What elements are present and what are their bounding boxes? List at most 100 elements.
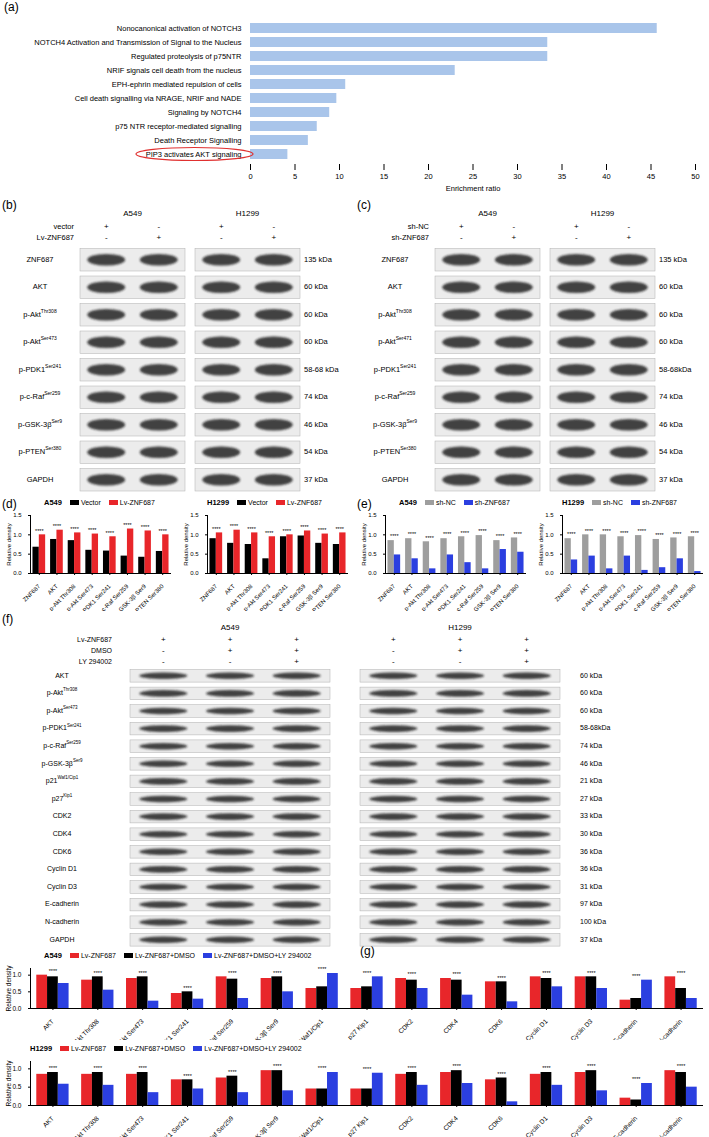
svg-text:****: **** [265, 530, 274, 536]
svg-text:Cyclin D3: Cyclin D3 [569, 1017, 595, 1040]
svg-text:AKT: AKT [224, 583, 237, 596]
svg-text:ZNF687: ZNF687 [22, 583, 42, 603]
svg-text:46 kDa: 46 kDa [580, 760, 602, 767]
svg-text:35: 35 [558, 172, 566, 181]
svg-text:+: + [294, 635, 299, 644]
svg-text:-: - [460, 233, 463, 242]
svg-text:+: + [228, 635, 233, 644]
svg-text:Regulated proteolysis of p75NT: Regulated proteolysis of p75NTR [131, 52, 242, 61]
svg-text:AKT: AKT [41, 1115, 55, 1129]
svg-text:54 kDa: 54 kDa [304, 447, 329, 456]
svg-text:****: **** [138, 970, 147, 976]
svg-text:31 kDa: 31 kDa [580, 883, 602, 890]
svg-text:****: **** [542, 970, 551, 976]
svg-text:p-Akt Ser473: p-Akt Ser473 [113, 1114, 146, 1137]
svg-text:LY 294002: LY 294002 [79, 658, 112, 665]
svg-text:-: - [575, 233, 578, 242]
svg-text:NRIF signals cell death from t: NRIF signals cell death from the nucleus [107, 66, 242, 75]
svg-text:p75 NTR receptor-mediated sign: p75 NTR receptor-mediated signalling [115, 122, 241, 131]
svg-text:Relative density: Relative density [6, 523, 12, 565]
svg-text:p-PTEN Ser380: p-PTEN Ser380 [131, 583, 166, 611]
svg-text:+: + [161, 635, 166, 644]
svg-text:PIP3 activates AKT signaling: PIP3 activates AKT signaling [146, 150, 242, 159]
svg-text:CDK4: CDK4 [442, 1114, 459, 1131]
svg-text:1.0: 1.0 [13, 532, 22, 538]
svg-text:vector: vector [54, 222, 75, 231]
svg-text:****: **** [690, 530, 699, 536]
svg-text:p-GSK-3βSer9: p-GSK-3βSer9 [373, 418, 417, 429]
svg-text:+: + [228, 646, 233, 655]
svg-text:AKT: AKT [579, 583, 592, 596]
svg-text:AKT: AKT [47, 583, 60, 596]
svg-text:****: **** [212, 526, 221, 532]
svg-text:-: - [392, 657, 395, 666]
svg-text:****: **** [363, 1066, 372, 1072]
svg-text:CDK6: CDK6 [487, 1114, 504, 1131]
svg-text:74 kDa: 74 kDa [304, 392, 329, 401]
svg-text:60 kDa: 60 kDa [304, 282, 329, 291]
svg-text:p-AktThr308: p-AktThr308 [47, 688, 78, 698]
svg-text:N-cadherin: N-cadherin [656, 1017, 684, 1040]
svg-text:58-68kDa: 58-68kDa [580, 724, 610, 731]
svg-text:p-AktThr308: p-AktThr308 [378, 308, 412, 319]
svg-text:37 kDa: 37 kDa [659, 475, 684, 484]
svg-text:****: **** [230, 523, 239, 529]
svg-text:50: 50 [691, 172, 699, 181]
svg-text:1.0: 1.0 [190, 532, 199, 538]
svg-text:-: - [459, 657, 462, 666]
svg-text:p-PDK1Ser241: p-PDK1Ser241 [374, 363, 417, 374]
svg-text:****: **** [587, 1063, 596, 1069]
svg-text:CDK2: CDK2 [53, 812, 72, 819]
svg-text:sh-NC: sh-NC [408, 222, 430, 231]
svg-text:AKT: AKT [41, 1018, 55, 1032]
svg-text:****: **** [123, 522, 132, 528]
svg-text:****: **** [673, 531, 682, 537]
svg-text:A549: A549 [221, 623, 240, 632]
svg-text:1.0: 1.0 [12, 971, 21, 978]
svg-text:-: - [627, 222, 630, 231]
svg-text:p27 Kip1: p27 Kip1 [346, 1017, 370, 1040]
svg-text:54 kDa: 54 kDa [659, 447, 684, 456]
svg-text:AKT: AKT [402, 583, 415, 596]
svg-text:0.0: 0.0 [368, 570, 377, 576]
svg-text:1.0: 1.0 [545, 532, 554, 538]
svg-text:****: **** [88, 527, 97, 533]
svg-text:1.5: 1.5 [190, 512, 199, 518]
svg-text:+: + [294, 657, 299, 666]
svg-text:-: - [272, 222, 275, 231]
svg-text:p21Waf1/Cip1: p21Waf1/Cip1 [46, 776, 79, 786]
svg-text:+: + [458, 635, 463, 644]
svg-text:ZNF687: ZNF687 [381, 255, 408, 264]
svg-text:30 kDa: 30 kDa [580, 830, 602, 837]
svg-text:p-c-RafSer259: p-c-RafSer259 [43, 740, 81, 750]
svg-text:****: **** [106, 530, 115, 536]
svg-text:****: **** [183, 1073, 192, 1079]
svg-text:+: + [156, 233, 161, 242]
svg-text:p27Kip1: p27Kip1 [52, 793, 73, 803]
svg-text:+: + [524, 657, 529, 666]
svg-text:p27 Kip1: p27 Kip1 [346, 1114, 370, 1137]
svg-text:****: **** [452, 971, 461, 977]
svg-text:36 kDa: 36 kDa [580, 848, 602, 855]
svg-text:****: **** [585, 528, 594, 534]
svg-text:1.5: 1.5 [368, 512, 377, 518]
svg-text:****: **** [443, 531, 452, 537]
svg-text:Death Receptor Signalling: Death Receptor Signalling [154, 136, 241, 145]
svg-text:****: **** [655, 532, 664, 538]
svg-text:****: **** [300, 524, 309, 530]
svg-text:GAPDH: GAPDH [382, 475, 409, 484]
svg-text:****: **** [228, 970, 237, 976]
svg-text:p-GSK-3β Ser9: p-GSK-3β Ser9 [243, 1017, 280, 1040]
svg-text:****: **** [94, 1065, 103, 1071]
svg-text:****: **** [158, 528, 167, 534]
svg-text:+: + [294, 646, 299, 655]
svg-text:-: - [162, 646, 165, 655]
svg-text:45: 45 [647, 172, 655, 181]
svg-text:****: **** [363, 970, 372, 976]
svg-text:N-cadherin: N-cadherin [656, 1114, 684, 1137]
svg-text:40: 40 [602, 172, 610, 181]
svg-text:60 kDa: 60 kDa [659, 282, 684, 291]
svg-text:****: **** [567, 531, 576, 537]
svg-text:N-cadherin: N-cadherin [45, 918, 79, 925]
svg-text:Signaling by NOTCH4: Signaling by NOTCH4 [168, 108, 242, 117]
